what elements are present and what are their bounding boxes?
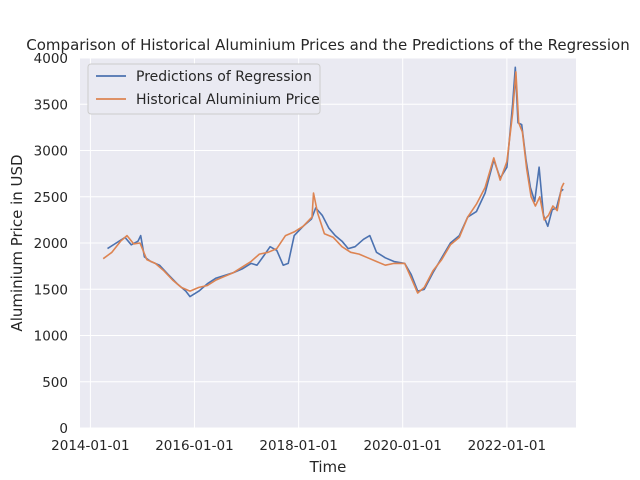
legend-label-predictions: Predictions of Regression — [136, 69, 312, 85]
series-lines — [102, 66, 565, 298]
legend-box — [87, 63, 321, 115]
x-tick-label: 2018-01-01 — [259, 438, 337, 454]
x-tick-label: 2014-01-01 — [51, 438, 129, 454]
y-tick-label: 1500 — [34, 282, 68, 298]
y-tick-label: 3000 — [34, 144, 68, 160]
x-axis-label: Time — [309, 458, 347, 476]
series-line-historical — [102, 71, 565, 294]
y-axis-label: Aluminium Price in USD — [8, 154, 26, 331]
x-tick-label: 2022-01-01 — [468, 438, 546, 454]
y-tick-labels: 0 500 1000 1500 2000 2500 3000 3500 4000 — [34, 51, 68, 437]
x-tick-labels: 2014-01-01 2016-01-01 2018-01-01 2020-01-01… — [51, 438, 546, 454]
x-tick-label: 2016-01-01 — [155, 438, 233, 454]
chart-title: Comparison of Historical Aluminium Price… — [26, 36, 629, 54]
y-tick-label: 2000 — [34, 236, 68, 252]
y-tick-label: 0 — [59, 421, 68, 437]
y-tick-label: 3500 — [34, 97, 68, 113]
legend: Predictions of Regression Historical Alu… — [87, 63, 321, 115]
y-tick-label: 4000 — [34, 51, 68, 67]
y-tick-label: 500 — [42, 375, 68, 391]
y-tick-label: 1000 — [34, 329, 68, 345]
y-tick-label: 2500 — [34, 190, 68, 206]
legend-label-historical: Historical Aluminium Price — [136, 92, 320, 108]
x-tick-label: 2020-01-01 — [363, 438, 441, 454]
